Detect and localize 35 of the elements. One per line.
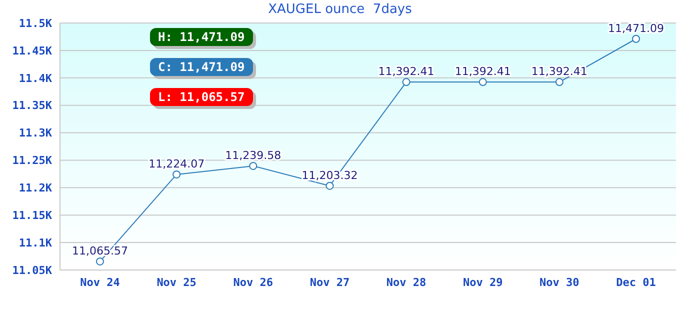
- point: [555, 78, 564, 86]
- y-tick-label: 11.45K: [12, 44, 52, 58]
- y-tick-label: 11.5K: [18, 16, 52, 30]
- y-tick-label: 11.3K: [18, 126, 52, 140]
- point: [249, 162, 258, 170]
- x-tick-label: Nov 28: [386, 276, 426, 289]
- point: [478, 78, 487, 86]
- data-label: 11,392.41: [378, 65, 434, 78]
- annotation: C: 11,471.09: [150, 58, 253, 76]
- data-label: 11,471.09: [608, 22, 664, 35]
- x-tick-label: Nov 25: [156, 276, 196, 289]
- x-tick-label: Nov 29: [462, 276, 503, 289]
- x-tick-label: Nov 30: [540, 276, 580, 289]
- annotation: L: 11,065.57: [150, 88, 253, 106]
- y-tick-label: 11.05K: [12, 264, 52, 277]
- x-tick-label: Nov 26: [233, 276, 274, 289]
- y-tick-label: 11.4K: [18, 72, 52, 85]
- x-tick-label: Nov 27: [310, 276, 350, 289]
- data-label: 11,392.41: [454, 65, 511, 78]
- data-label: 11,239.58: [225, 148, 282, 162]
- point: [172, 170, 181, 178]
- annotation: H: 11,471.09: [150, 28, 253, 46]
- data-label: 11,224.07: [148, 157, 205, 170]
- y-tick-label: 11.2K: [18, 182, 52, 195]
- point: [96, 257, 104, 266]
- y-tick-label: 11.25K: [12, 154, 52, 168]
- y-tick-label: 11.35K: [12, 99, 52, 112]
- y-tick-label: 11.15K: [12, 209, 52, 222]
- x-tick-label: Nov 24: [80, 276, 120, 289]
- y-tick-label: 11.1K: [18, 236, 52, 250]
- point: [326, 182, 334, 190]
- x-tick-label: Dec 01: [616, 276, 656, 289]
- chart-title: XAUGEL ounce 7days: [267, 2, 413, 17]
- point: [632, 34, 640, 43]
- point: [402, 78, 410, 86]
